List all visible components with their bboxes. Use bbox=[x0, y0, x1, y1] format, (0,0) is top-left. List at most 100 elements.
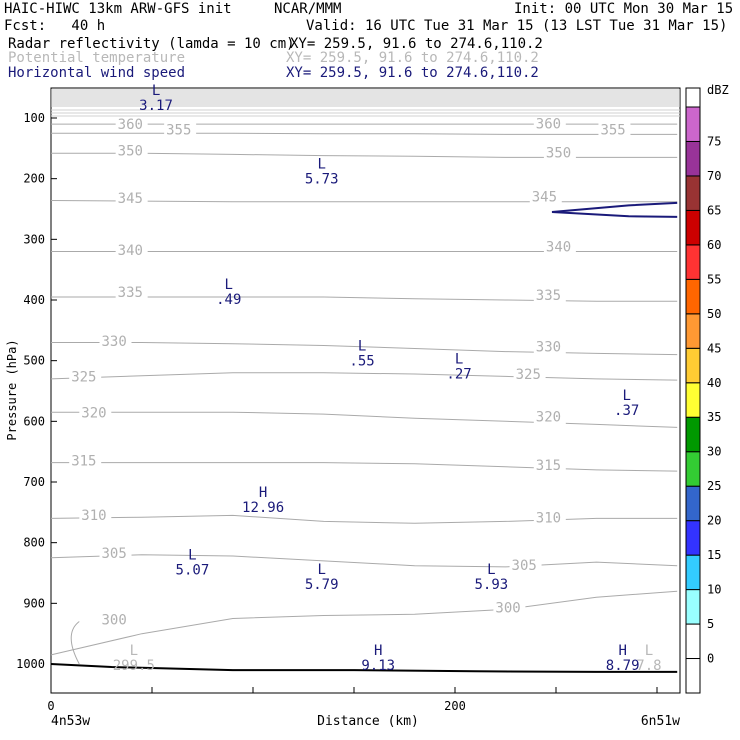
colorbar-swatch bbox=[685, 209, 701, 246]
field-theta-xy: XY= 259.5, 91.6 to 274.6,110.2 bbox=[286, 50, 539, 66]
theta-label: 350 bbox=[546, 145, 571, 161]
colorbar-swatch bbox=[685, 623, 701, 660]
plot-frame bbox=[50, 87, 681, 694]
theta-label-bg bbox=[115, 117, 148, 132]
theta-label-bg bbox=[99, 335, 132, 350]
theta-label: 325 bbox=[71, 369, 96, 385]
extremum-mark: L bbox=[455, 352, 463, 368]
y-tick-label: 700 bbox=[23, 475, 45, 489]
colorbar-swatch bbox=[685, 106, 701, 142]
theta-contour-310 bbox=[50, 514, 678, 524]
field-reflectivity-name: Radar reflectivity (lamda = 10 cm) bbox=[8, 36, 295, 52]
extremum-mark: L bbox=[317, 562, 325, 578]
theta-label: 345 bbox=[118, 191, 143, 207]
y-tick-label: 500 bbox=[23, 354, 45, 368]
x-end-location: 6n51w bbox=[641, 714, 680, 729]
theta-label: 355 bbox=[166, 122, 191, 138]
theta-label: 360 bbox=[118, 117, 143, 133]
theta-contour-315 bbox=[51, 462, 678, 472]
x-tick-label: 200 bbox=[444, 699, 466, 713]
theta-label-bg bbox=[99, 546, 132, 561]
wind-contour-lower bbox=[551, 211, 678, 218]
theta-label-bg bbox=[533, 410, 566, 425]
theta-label-bg bbox=[509, 558, 542, 573]
theta-label-bg bbox=[529, 190, 562, 205]
field-wind-xy: XY= 259.5, 91.6 to 274.6,110.2 bbox=[286, 65, 539, 81]
colorbar-swatch bbox=[685, 451, 701, 487]
extremum-value: .49 bbox=[216, 292, 241, 308]
theta-label: 335 bbox=[536, 288, 561, 304]
theta-contour-labels: 360 355 350 345 340 335 330 325 320 315 310 305 300 3… bbox=[69, 116, 631, 629]
x-tick-label: 0 bbox=[47, 699, 54, 713]
colorbar-level-label: 50 bbox=[707, 307, 721, 321]
theta-label: 340 bbox=[546, 239, 571, 255]
colorbar-level-label: 25 bbox=[707, 479, 721, 493]
valid-time: Valid: 16 UTC Tue 31 Mar 15 (13 LST Tue … bbox=[306, 18, 728, 34]
y-tick-label: 800 bbox=[23, 536, 45, 550]
theta-contour-335 bbox=[51, 296, 678, 302]
extremum-mark: H bbox=[374, 643, 382, 659]
extremum-value: 5.07 bbox=[176, 563, 210, 579]
colorbar-swatch bbox=[685, 485, 701, 522]
theta-label: 305 bbox=[102, 546, 127, 562]
y-tick-label: 100 bbox=[23, 111, 45, 125]
extremum-value: 299.5 bbox=[113, 658, 155, 674]
field-theta-name: Potential temperature bbox=[8, 50, 186, 66]
theta-label-bg bbox=[115, 244, 148, 259]
forecast-hour: Fcst: 40 h bbox=[4, 18, 106, 34]
theta-label-bg bbox=[69, 370, 102, 385]
colorbar-swatch bbox=[685, 382, 701, 418]
colorbar-swatch bbox=[685, 554, 701, 591]
colorbar-swatch bbox=[685, 416, 701, 453]
extremum-value: .37 bbox=[614, 403, 639, 419]
colorbar-level-label: 30 bbox=[707, 445, 721, 459]
colorbar-level-label: 5 bbox=[707, 617, 714, 631]
extremum-value: 12.96 bbox=[242, 500, 284, 516]
colorbar-swatch bbox=[685, 278, 701, 315]
y-tick-label: 200 bbox=[23, 172, 45, 186]
wind-speed-contours bbox=[551, 201, 678, 218]
theta-label-bg bbox=[164, 123, 197, 138]
theta-contour-355 bbox=[51, 132, 678, 135]
theta-contour-345 bbox=[50, 200, 678, 203]
theta-label: 320 bbox=[536, 409, 561, 425]
theta-label-bg bbox=[69, 454, 102, 469]
theta-label-bg bbox=[79, 509, 112, 524]
extremum-mark: L bbox=[188, 548, 196, 564]
theta-label: 325 bbox=[516, 367, 541, 383]
extremum-mark: L bbox=[645, 643, 653, 659]
colorbar-unit: dBZ bbox=[707, 83, 729, 97]
theta-label: 330 bbox=[102, 334, 127, 350]
theta-label: 310 bbox=[81, 508, 106, 524]
theta-label-bg bbox=[115, 285, 148, 300]
field-wind-name: Horizontal wind speed bbox=[8, 65, 186, 81]
extremum-mark: L bbox=[358, 338, 366, 354]
extremum-value: 5.73 bbox=[305, 171, 339, 187]
theta-contour-300-edge bbox=[70, 621, 80, 665]
colorbar-level-label: 70 bbox=[707, 169, 721, 183]
y-tick-label: 300 bbox=[23, 232, 45, 246]
theta-label-bg bbox=[79, 406, 112, 421]
theta-label-bg bbox=[99, 613, 132, 628]
theta-label: 345 bbox=[532, 190, 557, 206]
colorbar-swatch bbox=[685, 347, 701, 384]
colorbar-level-label: 65 bbox=[707, 203, 721, 217]
theta-label-bg bbox=[543, 240, 576, 255]
theta-label: 315 bbox=[536, 458, 561, 474]
theta-label-bg bbox=[115, 191, 148, 206]
colorbar-level-label: 35 bbox=[707, 410, 721, 424]
theta-contour-325 bbox=[50, 372, 678, 381]
colorbar-swatch bbox=[685, 658, 701, 694]
extremum-value: 7.8 bbox=[636, 658, 661, 674]
upper-level-contour-band bbox=[51, 89, 680, 117]
extremum-mark: H bbox=[618, 643, 626, 659]
theta-label: 360 bbox=[536, 116, 561, 132]
init-time: Init: 00 UTC Mon 30 Mar 15 bbox=[514, 1, 734, 17]
theta-label-bg bbox=[533, 117, 566, 132]
y-tick-label: 1000 bbox=[16, 657, 45, 671]
colorbar-level-label: 75 bbox=[707, 134, 721, 148]
extremum-mark: L bbox=[152, 83, 160, 99]
theta-label-bg bbox=[598, 123, 631, 138]
theta-label: 350 bbox=[118, 144, 143, 160]
